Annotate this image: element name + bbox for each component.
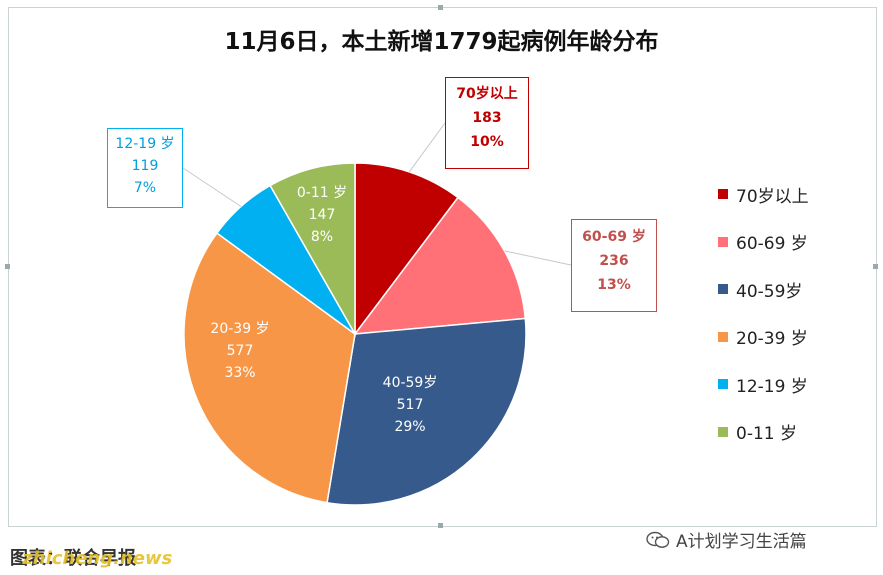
label-0-11: 0-11 岁 147 8% <box>282 182 362 248</box>
label-40-59: 40-59岁 517 29% <box>362 372 458 438</box>
wechat-icon <box>646 531 670 548</box>
legend-label: 70岁以上 <box>736 186 809 207</box>
leader-line-1 <box>504 250 572 266</box>
legend-swatch <box>718 189 728 199</box>
resize-handle-top[interactable] <box>438 5 443 10</box>
callout-60-69-name: 60-69 岁 <box>582 229 646 245</box>
legend-swatch <box>718 426 728 437</box>
legend-swatch <box>718 379 728 389</box>
legend-label: 0-11 岁 <box>736 424 797 444</box>
callout-60-69-value: 236 <box>599 253 629 269</box>
callout-12-19-pct: 7% <box>133 180 157 196</box>
callout-60-69-pct: 13% <box>597 277 631 293</box>
callout-12-19: 12-19 岁 119 7% <box>107 128 183 208</box>
label-40-59-name: 40-59岁 <box>382 375 438 391</box>
legend-swatch <box>718 284 728 294</box>
legend-item-20-39[interactable]: 20-39 岁 <box>718 325 809 349</box>
legend-label: 60-69 岁 <box>736 234 808 254</box>
account-signature: A计划学习生活篇 <box>646 527 807 552</box>
pie-slice-2[interactable] <box>326 317 527 506</box>
legend-item-12-19[interactable]: 12-19 岁 <box>718 372 809 397</box>
account-name: A计划学习生活篇 <box>676 532 807 552</box>
callout-70-plus-pct: 10% <box>470 134 504 150</box>
callout-70-plus-value: 183 <box>472 110 502 126</box>
label-20-39-value: 577 <box>226 343 254 359</box>
callout-70-plus-name: 70岁以上 <box>456 86 518 102</box>
label-0-11-name: 0-11 岁 <box>296 185 348 201</box>
legend-label: 20-39 岁 <box>736 329 808 349</box>
source-caption: 图表：联合早报 zhicheng.news <box>10 544 172 570</box>
pie-slice-5[interactable] <box>269 162 356 337</box>
resize-handle-left[interactable] <box>5 264 10 269</box>
pie-slice-3[interactable] <box>183 232 356 504</box>
chart-legend: 70岁以上 60-69 岁 40-59岁 20-39 岁 12-19 岁 0-1… <box>718 182 809 467</box>
legend-label: 12-19 岁 <box>736 376 808 397</box>
label-40-59-value: 517 <box>396 397 424 413</box>
legend-item-0-11[interactable]: 0-11 岁 <box>718 420 809 444</box>
resize-handle-bottom[interactable] <box>438 523 443 528</box>
legend-swatch <box>718 236 728 247</box>
callout-60-69: 60-69 岁 236 13% <box>571 219 657 312</box>
legend-item-70-plus[interactable]: 70岁以上 <box>718 182 809 207</box>
label-20-39-name: 20-39 岁 <box>210 321 270 337</box>
callout-12-19-name: 12-19 岁 <box>115 136 175 152</box>
source-text: 图表：联合早报 <box>10 548 136 569</box>
leader-line-0 <box>408 122 446 173</box>
resize-handle-right[interactable] <box>873 264 878 269</box>
label-0-11-value: 147 <box>308 207 336 223</box>
label-40-59-pct: 29% <box>394 419 426 435</box>
label-0-11-pct: 8% <box>310 229 334 245</box>
callout-12-19-value: 119 <box>131 158 159 174</box>
pie-slice-0[interactable] <box>354 162 460 337</box>
label-20-39-pct: 33% <box>224 365 256 381</box>
watermark-text: zhicheng.news <box>22 548 173 569</box>
legend-swatch <box>718 331 728 342</box>
legend-item-60-69[interactable]: 60-69 岁 <box>718 230 809 254</box>
legend-label: 40-59岁 <box>736 281 803 302</box>
callout-70-plus: 70岁以上 183 10% <box>445 77 529 169</box>
label-20-39: 20-39 岁 577 33% <box>192 318 288 384</box>
legend-item-40-59[interactable]: 40-59岁 <box>718 277 809 302</box>
leader-line-4 <box>182 167 242 207</box>
chart-title: 11月6日，本土新增1779起病例年龄分布 <box>224 29 659 55</box>
